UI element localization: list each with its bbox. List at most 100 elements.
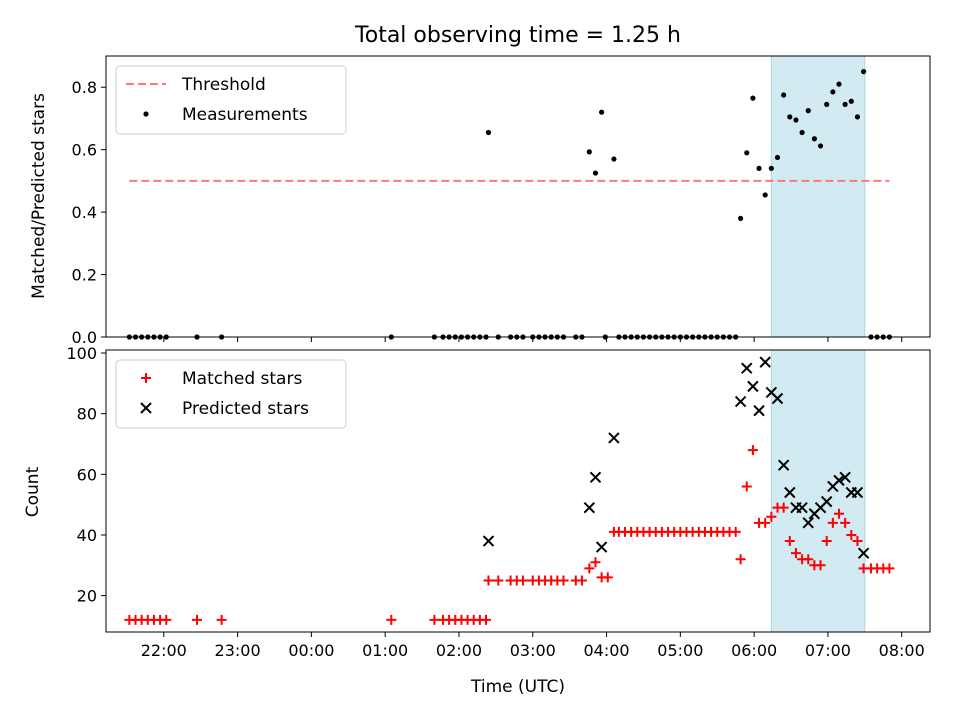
matched-star-point — [884, 563, 895, 574]
top-panel: 0.0 0.2 0.4 0.6 0.8 Threshold Measurements — [72, 55, 931, 347]
matched-star-point — [192, 614, 203, 625]
measurement-point — [738, 215, 744, 221]
matched-star-point — [852, 536, 863, 547]
measurement-point — [762, 192, 768, 198]
measurement-point — [750, 95, 756, 101]
x-tick-label: 04:00 — [583, 641, 629, 660]
x-tick-label: 01:00 — [362, 641, 408, 660]
matched-star-point — [429, 614, 440, 625]
matched-star-point — [161, 614, 172, 625]
x-tick-label: 08:00 — [879, 641, 925, 660]
measurement-point — [824, 101, 830, 107]
measurement-point — [836, 81, 842, 87]
measurement-point — [842, 101, 848, 107]
x-axis-label: Time (UTC) — [470, 677, 565, 697]
predicted-star-point — [771, 392, 784, 405]
measurement-point — [756, 165, 762, 171]
measurement-point — [860, 69, 867, 75]
predicted-star-point — [589, 471, 602, 484]
legend-label: Measurements — [182, 105, 308, 125]
matched-star-point — [778, 502, 789, 513]
predicted-star-point — [833, 474, 845, 487]
predicted-star-point — [820, 495, 833, 508]
measurement-point — [744, 150, 750, 156]
x-tick-label: 00:00 — [288, 641, 334, 660]
top-observing-span — [770, 55, 866, 338]
top-y-tick-label: 0.8 — [72, 78, 97, 97]
x-tick-label: 22:00 — [141, 641, 187, 660]
measurement-point — [768, 165, 774, 171]
legend-predicted-swatch — [140, 402, 152, 414]
x-tick-label: 03:00 — [510, 641, 556, 660]
measurement-point — [485, 129, 492, 136]
matched-star-point — [730, 526, 741, 537]
matched-star-point — [590, 557, 601, 568]
measurement-point — [799, 129, 805, 136]
measurement-point — [611, 156, 617, 162]
matched-star-point — [558, 575, 569, 586]
x-tick-label: 05:00 — [657, 641, 703, 660]
matched-star-point — [827, 517, 838, 528]
x-tick-label: 02:00 — [436, 641, 482, 660]
matched-star-point — [846, 529, 857, 540]
matched-star-point — [483, 575, 494, 586]
matched-star-point — [790, 548, 801, 559]
predicted-star-point — [747, 380, 759, 393]
predicted-star-point — [753, 404, 765, 417]
predicted-star-point — [759, 356, 771, 368]
bottom-axes-frame — [105, 349, 931, 633]
measurement-point — [811, 136, 817, 142]
matched-star-point — [760, 517, 771, 528]
chart-title: Total observing time = 1.25 h — [354, 23, 681, 48]
predicted-star-point — [857, 547, 870, 559]
bottom-y-tick-label: 100 — [66, 344, 97, 363]
bottom-y-tick-label: 40 — [77, 526, 97, 545]
measurement-point — [586, 149, 592, 155]
matched-star-point — [821, 536, 832, 547]
matched-star-point — [493, 575, 504, 586]
measurement-point — [592, 170, 599, 176]
matched-star-point — [584, 563, 595, 574]
matched-star-point — [517, 575, 528, 586]
predicted-star-point — [802, 517, 814, 529]
matched-star-point — [602, 572, 613, 583]
predicted-star-point — [583, 501, 596, 514]
measurement-point — [805, 108, 811, 114]
top-y-tick-label: 0.2 — [72, 266, 97, 285]
top-y-axis-label: Matched/Predicted stars — [29, 93, 49, 299]
matched-star-point — [576, 575, 587, 586]
matched-star-point — [741, 481, 752, 492]
measurement-point — [781, 92, 787, 98]
predicted-star-point — [777, 459, 790, 471]
matched-star-point — [735, 554, 746, 565]
top-y-tick-label: 0.4 — [72, 203, 97, 222]
legend-measurement-swatch — [143, 111, 149, 117]
matched-star-point — [784, 536, 795, 547]
legend-label: Matched stars — [182, 369, 302, 389]
matched-star-point — [766, 511, 777, 522]
measurement-point — [774, 154, 781, 161]
bottom-y-tick-label: 60 — [77, 465, 97, 484]
x-tick-label: 06:00 — [731, 641, 777, 660]
measurement-point — [830, 89, 836, 95]
top-y-tick-label: 0.0 — [72, 328, 97, 347]
measurement-point — [787, 114, 793, 120]
predicted-star-point — [796, 501, 808, 514]
predicted-star-point — [784, 486, 796, 499]
matched-star-point — [386, 614, 397, 625]
measurement-point — [848, 98, 854, 104]
x-tick-label: 23:00 — [215, 641, 261, 660]
legend-label: Threshold — [181, 75, 266, 95]
bottom-y-tick-label: 80 — [77, 405, 97, 424]
matched-star-point — [747, 445, 758, 456]
bottom-y-tick-label: 20 — [77, 587, 97, 606]
matched-star-point — [481, 614, 492, 625]
predicted-star-point — [839, 471, 851, 484]
predicted-star-point — [851, 486, 864, 499]
predicted-star-point — [741, 362, 753, 374]
measurement-point — [854, 114, 861, 120]
matched-star-point — [216, 614, 227, 625]
measurement-point — [599, 109, 605, 115]
bottom-y-axis-label: Count — [23, 466, 43, 517]
